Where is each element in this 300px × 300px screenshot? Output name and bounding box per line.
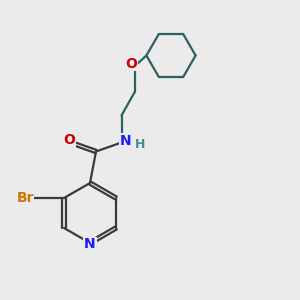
Text: N: N	[84, 238, 96, 251]
Text: O: O	[125, 57, 137, 70]
Text: N: N	[120, 134, 132, 148]
Text: H: H	[135, 137, 145, 151]
Text: Br: Br	[16, 191, 34, 205]
Text: O: O	[63, 133, 75, 147]
